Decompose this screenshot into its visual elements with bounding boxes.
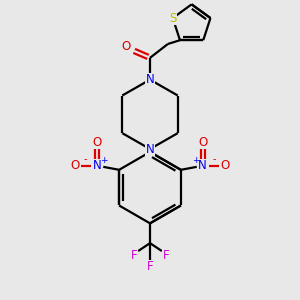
Text: N: N xyxy=(146,142,154,155)
Text: +: + xyxy=(100,156,108,165)
Text: F: F xyxy=(163,248,169,262)
Text: O: O xyxy=(221,159,230,172)
Text: -: - xyxy=(213,154,216,164)
Text: O: O xyxy=(70,159,79,172)
Text: +: + xyxy=(192,156,200,165)
Text: S: S xyxy=(169,12,176,25)
Text: O: O xyxy=(93,136,102,148)
Text: N: N xyxy=(198,159,207,172)
Text: -: - xyxy=(84,154,87,164)
Text: F: F xyxy=(131,248,137,262)
Text: N: N xyxy=(93,159,102,172)
Text: O: O xyxy=(122,40,131,53)
Text: O: O xyxy=(198,136,207,148)
Text: N: N xyxy=(146,73,154,86)
Text: F: F xyxy=(147,260,153,273)
